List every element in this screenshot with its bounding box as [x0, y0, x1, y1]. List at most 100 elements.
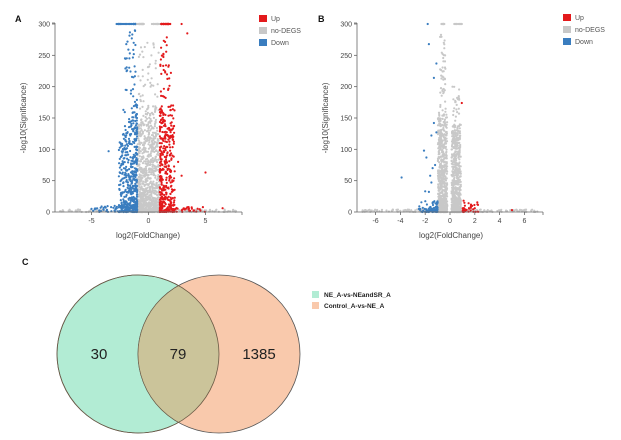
data-point-nodegs [146, 78, 149, 81]
data-point-nodegs [452, 98, 455, 101]
x-tick-label: -2 [422, 218, 428, 225]
data-point-nodegs [496, 209, 499, 213]
data-point-down [131, 33, 134, 36]
data-point-down [121, 207, 124, 210]
data-point-up [166, 208, 169, 212]
data-point-nodegs [416, 208, 419, 211]
data-point-nodegs [369, 209, 372, 213]
data-point-down [136, 132, 139, 135]
data-point-nodegs [441, 191, 444, 194]
data-point-nodegs [453, 135, 456, 138]
data-point-nodegs [364, 209, 367, 212]
data-point-up [161, 130, 164, 134]
data-point-nodegs [452, 196, 455, 199]
y-tick-label: 300 [340, 22, 352, 29]
data-point-nodegs [149, 180, 152, 183]
data-point-nodegs [530, 209, 533, 212]
data-point-down [131, 111, 134, 114]
data-point-down [136, 191, 139, 194]
data-point-nodegs [518, 208, 522, 211]
data-point-down [419, 207, 422, 210]
data-point-nodegs [144, 181, 147, 184]
data-point-nodegs [444, 192, 447, 196]
data-point-nodegs [141, 68, 144, 71]
data-point-up [167, 203, 170, 206]
data-point-down [132, 41, 135, 44]
data-point-nodegs [139, 79, 142, 82]
data-point-nodegs [149, 85, 152, 88]
legend-label-nodegs: no-DEGS [575, 27, 605, 34]
data-point-up [169, 71, 172, 74]
data-point-down [125, 154, 128, 157]
data-point-nodegs [442, 128, 445, 131]
data-point-down [133, 167, 136, 170]
data-point-down [118, 157, 121, 160]
data-point-down [426, 22, 429, 26]
data-point-up [173, 196, 176, 199]
data-point-nodegs [438, 129, 441, 132]
data-point-nodegs [145, 117, 149, 120]
legend-swatch-nodegs [259, 27, 267, 34]
data-point-nodegs [445, 177, 448, 180]
data-point-up [169, 131, 172, 134]
data-point-up [166, 77, 169, 80]
data-point-nodegs [456, 132, 459, 135]
data-point-nodegs [147, 183, 150, 186]
data-point-up [160, 46, 163, 49]
data-point-nodegs [457, 199, 461, 203]
data-point-nodegs [445, 151, 448, 154]
data-point-down [132, 122, 135, 125]
data-point-nodegs [140, 22, 143, 26]
data-point-down [424, 200, 427, 203]
data-point-nodegs [444, 83, 447, 86]
data-point-up [158, 146, 162, 149]
data-point-nodegs [486, 209, 489, 212]
data-point-down [129, 190, 132, 193]
data-point-up [161, 189, 164, 192]
data-point-nodegs [152, 189, 155, 192]
data-point-nodegs [443, 118, 446, 121]
data-point-nodegs [143, 45, 146, 49]
data-point-nodegs [142, 180, 145, 183]
data-point-nodegs [443, 157, 446, 160]
data-point-nodegs [453, 123, 456, 126]
data-point-down [136, 203, 139, 206]
data-point-down [132, 205, 135, 208]
data-point-nodegs [458, 187, 461, 190]
data-point-up [159, 178, 162, 181]
data-point-nodegs [450, 201, 453, 204]
data-point-nodegs [137, 127, 141, 130]
data-point-nodegs [456, 127, 459, 130]
data-point-up [196, 207, 199, 210]
data-point-down [124, 174, 128, 177]
data-point-nodegs [141, 162, 145, 165]
data-point-nodegs [458, 205, 461, 208]
data-point-nodegs [151, 131, 155, 134]
data-point-down [125, 70, 128, 73]
data-point-down [136, 127, 139, 130]
data-point-nodegs [152, 208, 155, 212]
data-point-nodegs [445, 126, 448, 129]
data-point-up [165, 50, 168, 53]
venn-circle-right-outline [137, 275, 219, 433]
data-point-down [125, 169, 128, 172]
data-point-up [476, 201, 479, 204]
data-point-down [129, 178, 132, 181]
data-point-nodegs [455, 166, 458, 170]
data-point-down [132, 116, 135, 119]
data-point-nodegs [438, 189, 441, 192]
x-tick-label: 0 [147, 218, 151, 225]
data-point-nodegs [145, 174, 148, 177]
data-point-up [168, 175, 171, 178]
data-point-down [432, 121, 435, 125]
data-point-nodegs [443, 137, 446, 141]
data-point-down [135, 206, 138, 210]
data-point-up [168, 127, 171, 130]
data-point-nodegs [157, 158, 160, 161]
data-point-nodegs [450, 156, 453, 159]
data-point-up [469, 206, 472, 209]
data-point-nodegs [138, 155, 141, 158]
data-point-down [124, 139, 127, 142]
data-point-nodegs [450, 198, 453, 201]
data-point-up [162, 52, 165, 55]
